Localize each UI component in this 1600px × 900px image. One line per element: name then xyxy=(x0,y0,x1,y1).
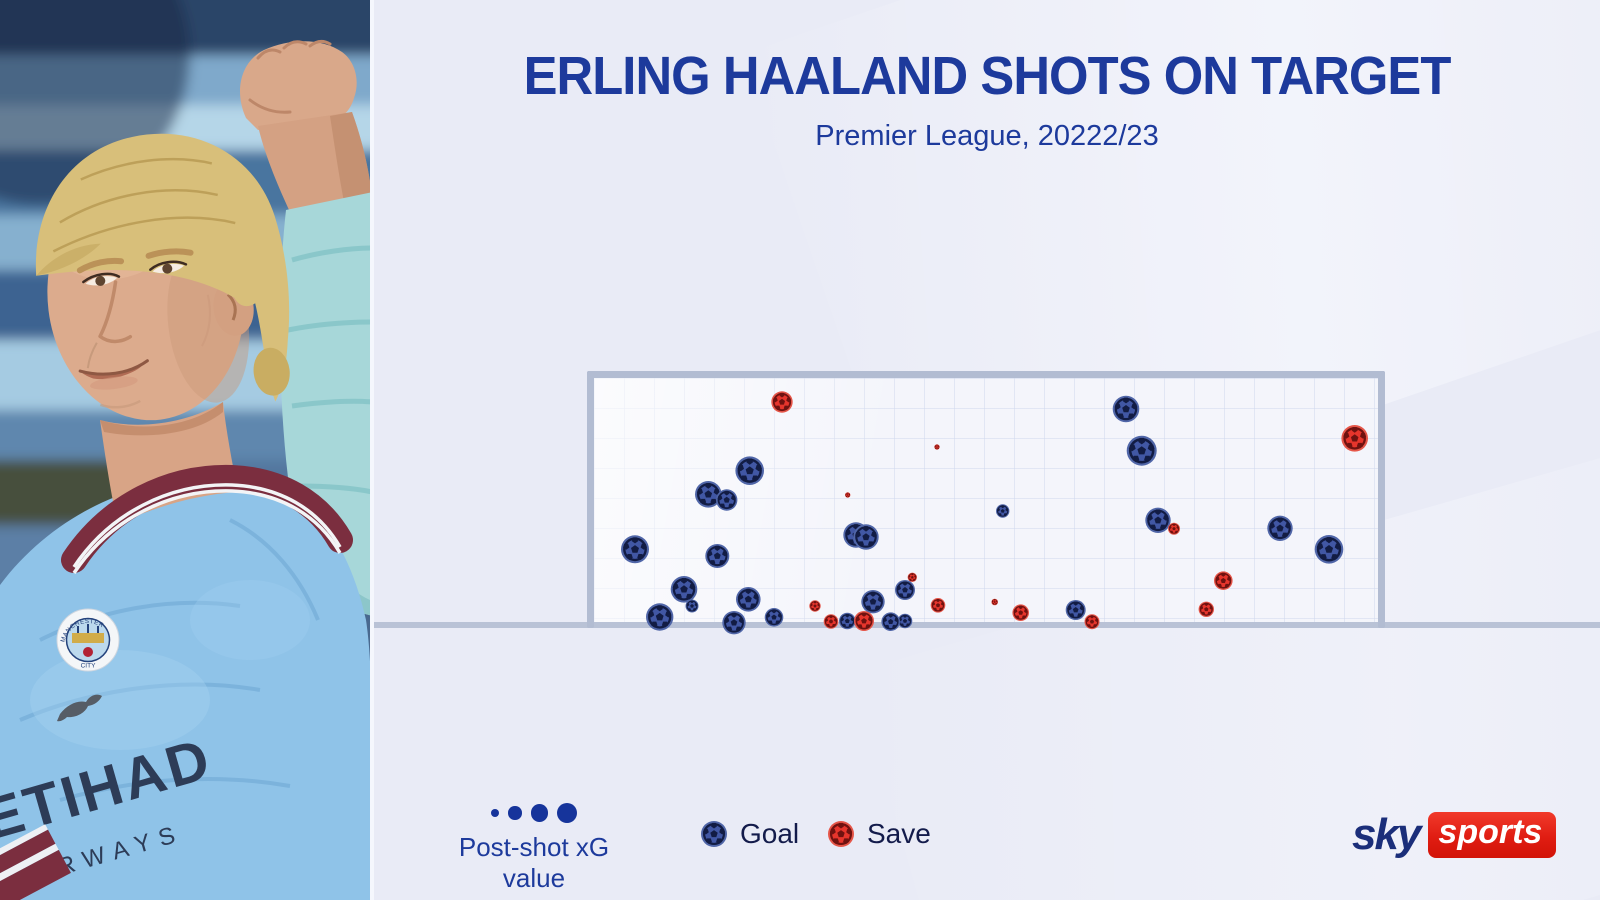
shot-marker xyxy=(845,492,851,498)
xg-label: Post-shot xG value xyxy=(458,832,610,893)
shot-marker xyxy=(1168,522,1180,535)
shot-marker xyxy=(1214,571,1233,590)
puma-logo xyxy=(57,694,102,722)
shot-marker xyxy=(881,612,900,631)
shot-marker xyxy=(695,481,722,508)
goal-left-post xyxy=(587,371,594,628)
shot-marker xyxy=(1267,515,1293,541)
shot-marker xyxy=(1112,395,1140,423)
xg-size-dot xyxy=(508,806,522,820)
shot-marker xyxy=(1126,435,1157,466)
legend-save-label: Save xyxy=(867,818,931,849)
goal-line xyxy=(374,622,1600,628)
shot-marker xyxy=(771,391,793,413)
shot-marker xyxy=(991,598,998,606)
shot-marker xyxy=(621,535,649,564)
sky-wordmark: sky xyxy=(1352,810,1421,859)
shot-marker xyxy=(764,608,784,627)
shot-marker xyxy=(1198,601,1214,617)
goal-ball-icon xyxy=(701,821,727,847)
shots-scatter xyxy=(621,391,1368,635)
save-ball-icon xyxy=(828,821,854,847)
shot-marker xyxy=(736,587,761,612)
shot-marker xyxy=(701,821,727,847)
player-photo: MANCHESTER CITY ETIHAD AIRWAYS xyxy=(0,0,370,900)
raised-fist xyxy=(240,39,370,212)
shot-marker xyxy=(853,524,879,550)
shot-marker xyxy=(1314,535,1344,564)
shot-marker xyxy=(854,611,874,631)
shot-marker xyxy=(1084,614,1100,630)
jersey xyxy=(0,473,370,900)
shot-marker xyxy=(722,611,746,635)
crest-bottom-text: CITY xyxy=(81,663,96,670)
shot-marker xyxy=(1145,507,1171,533)
shot-marker xyxy=(930,598,946,613)
xg-size-dot xyxy=(557,803,578,823)
shot-marker xyxy=(996,504,1010,518)
shot-marker xyxy=(1065,600,1086,620)
legend-goal: Goal xyxy=(699,818,799,850)
shot-marker xyxy=(685,599,699,613)
shot-marker xyxy=(897,613,913,629)
shot-marker xyxy=(670,576,698,603)
player-photo-art: MANCHESTER CITY ETIHAD AIRWAYS xyxy=(0,0,370,900)
shot-marker xyxy=(895,580,915,600)
cuff-stripes xyxy=(0,824,71,900)
legend-save: Save xyxy=(826,818,931,850)
shot-marker xyxy=(839,612,856,630)
shot-marker xyxy=(907,572,917,582)
shot-marker xyxy=(705,544,730,568)
shot-marker xyxy=(1341,425,1368,452)
legend-xg: Post-shot xG value xyxy=(429,800,639,894)
shot-marker xyxy=(716,489,738,511)
shot-marker xyxy=(646,603,674,631)
shot-marker xyxy=(828,821,854,847)
shot-marker xyxy=(861,590,885,614)
xg-size-dot xyxy=(490,808,500,818)
shot-marker xyxy=(809,600,821,612)
shot-marker xyxy=(823,614,839,629)
shot-marker xyxy=(735,456,764,486)
shot-marker xyxy=(934,444,940,450)
legend-goal-label: Goal xyxy=(740,818,800,849)
sports-wordmark: sports xyxy=(1428,812,1557,858)
club-crest: MANCHESTER CITY xyxy=(56,608,120,672)
face xyxy=(35,133,290,421)
sky-sports-logo: sky sports xyxy=(1352,810,1557,860)
xg-size-dot xyxy=(530,804,549,822)
collar xyxy=(61,464,353,574)
shot-marker xyxy=(1012,604,1029,621)
chart-panel: ERLING HAALAND SHOTS ON TARGET Premier L… xyxy=(370,0,1600,900)
xg-size-dots xyxy=(429,800,639,826)
